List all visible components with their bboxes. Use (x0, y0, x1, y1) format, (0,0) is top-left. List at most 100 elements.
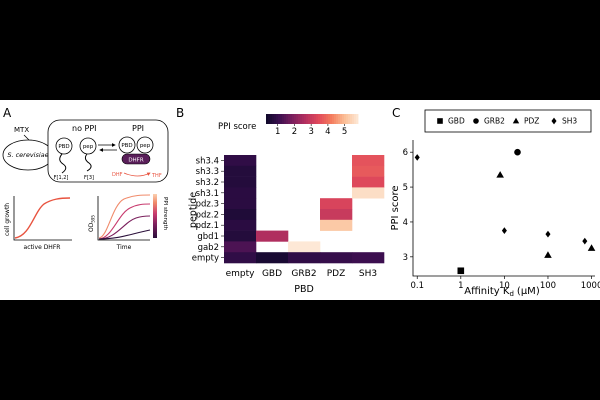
colorbar-segment (302, 114, 305, 124)
heatmap-cell-sh3-sh3-3 (352, 165, 385, 177)
colorbar (266, 114, 359, 124)
row-label: gbd1 (197, 232, 219, 242)
heatmap-cell-pdz-pdz-2 (320, 209, 353, 221)
fragment-b-label: F[3] (84, 175, 94, 181)
colorbar-tick-label: 2 (292, 127, 297, 137)
od-curve-very-high (98, 194, 151, 239)
colorbar-segment (352, 114, 355, 124)
scatter-ticks: 0.1 1 10 100 1000 3 4 5 6 (403, 148, 600, 291)
scatter-xlabel-main: Affinity K (464, 286, 510, 297)
pep-ppi-circle (136, 136, 154, 154)
heatmap-cell-empty-sh3-1 (224, 187, 257, 199)
fragment-b-strand (84, 153, 92, 172)
no-ppi-label: no PPI (72, 124, 97, 133)
colorbar-segment (350, 114, 353, 124)
growth-ylabel: cell growth (4, 203, 11, 236)
colorbar-tick-label: 4 (325, 127, 330, 137)
panel-label-a: A (3, 106, 12, 120)
column-label: SH3 (359, 269, 377, 279)
point-sh3 (501, 227, 507, 235)
dhf-to-thf-arrow (123, 172, 151, 177)
colorbar-tick-label: 3 (308, 127, 313, 137)
row-label: pdz.2 (196, 210, 219, 220)
heatmap-cell-empty-pdz-2 (224, 209, 257, 221)
panel-label-b: B (176, 106, 184, 120)
pep-ppi-label: pep (140, 143, 151, 149)
growth-vs-dhfr-plot: cell growth active DHFR (4, 196, 72, 251)
y-tick-label: 6 (403, 148, 408, 158)
legend-label-grb2: GRB2 (484, 117, 505, 126)
heatmap-cell-empty-gbd1 (224, 230, 257, 242)
colorbar-segment (340, 114, 343, 124)
strength-gradient-bar (153, 194, 157, 238)
colorbar-segment (326, 114, 329, 124)
colorbar-segment (316, 114, 319, 124)
od-ylabel-sub: 595 (91, 215, 96, 223)
colorbar-segment (294, 114, 297, 124)
colorbar-segment (272, 114, 275, 124)
colorbar-segment (336, 114, 339, 124)
od-curve-low (98, 229, 151, 240)
heatmap-cell-pdz-empty (320, 252, 353, 264)
pbd-no-ppi-circle (55, 137, 73, 155)
od-ylabel-main: OD (88, 222, 95, 232)
row-label: pdz.3 (196, 200, 219, 210)
heatmap-cell-sh3-sh3-1 (352, 187, 385, 199)
colorbar-segment (338, 114, 341, 124)
x-tick-label: 10 (499, 281, 510, 291)
scatter-ylabel: PPI score (390, 185, 401, 230)
colorbar-tick-label: 5 (342, 127, 347, 137)
colorbar-segment (296, 114, 299, 124)
od-curve-high (98, 203, 151, 240)
pbd-ppi-circle (118, 136, 136, 154)
colorbar-segment (328, 114, 331, 124)
thf-label: THF (151, 173, 162, 179)
colorbar-tick-label: 1 (275, 127, 280, 137)
heatmap-cell-sh3-empty (352, 252, 385, 264)
heatmap-cell-gbd-empty (256, 252, 289, 264)
legend-marker-grb2 (473, 118, 479, 124)
colorbar-ticks: 1 2 3 4 5 (275, 124, 347, 137)
colorbar-segment (292, 114, 295, 124)
colorbar-segment (270, 114, 273, 124)
colorbar-segment (310, 114, 313, 124)
scatter-axes (412, 140, 595, 277)
od-plot-axes (97, 196, 150, 241)
colorbar-segment (334, 114, 337, 124)
colorbar-segment (308, 114, 311, 124)
strength-label: PPI strength (162, 197, 168, 231)
heatmap-cell-sh3-sh3-4 (352, 155, 385, 167)
y-tick-label: 3 (403, 253, 408, 263)
yeast-label: S. cerevisiae (7, 151, 48, 159)
mtx-label: MTX (14, 126, 29, 134)
point-gbd (457, 267, 465, 275)
heatmap-ylabel: peptide (188, 192, 199, 228)
colorbar-segment (286, 114, 289, 124)
column-label: GBD (262, 269, 282, 279)
scatter-legend: GBD GRB2 PDZ SH3 (437, 117, 577, 126)
row-label: sh3.4 (196, 156, 219, 166)
point-sh3 (545, 230, 551, 238)
legend-marker-pdz (512, 117, 520, 124)
y-tick-label: 4 (403, 218, 408, 228)
colorbar-segment (274, 114, 277, 124)
heatmap-cells (224, 155, 385, 264)
heatmap-cell-empty-empty (224, 252, 257, 264)
od-curve-medium (98, 215, 151, 240)
scatter-legend-box (424, 109, 592, 133)
row-label: sh3.1 (196, 189, 219, 199)
heatmap-cell-empty-pdz-1 (224, 219, 257, 231)
colorbar-segment (288, 114, 291, 124)
colorbar-segment (300, 114, 303, 124)
colorbar-segment (266, 114, 269, 124)
row-label: empty (192, 254, 219, 264)
colorbar-segment (278, 114, 281, 124)
colorbar-segment (306, 114, 309, 124)
growth-xlabel: active DHFR (24, 244, 61, 251)
point-pdz (587, 244, 596, 251)
row-label: sh3.2 (196, 178, 219, 188)
colorbar-segment (324, 114, 327, 124)
colorbar-segment (290, 114, 293, 124)
heatmap-row-labels: sh3.4sh3.3sh3.2sh3.1pdz.3pdz.2pdz.1gbd1g… (192, 156, 224, 264)
